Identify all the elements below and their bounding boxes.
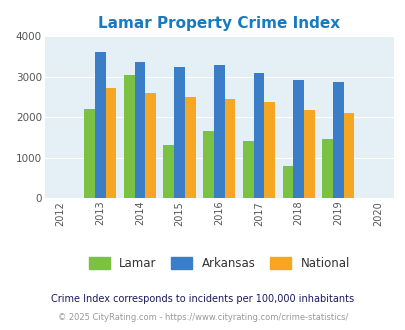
Legend: Lamar, Arkansas, National: Lamar, Arkansas, National (84, 252, 354, 275)
Bar (124, 75, 134, 198)
Bar (105, 88, 116, 198)
Bar (264, 102, 274, 198)
Bar (282, 166, 292, 198)
Bar (242, 141, 253, 198)
Bar (145, 93, 156, 198)
Title: Lamar Property Crime Index: Lamar Property Crime Index (98, 16, 339, 31)
Bar (213, 65, 224, 198)
Text: © 2025 CityRating.com - https://www.cityrating.com/crime-statistics/: © 2025 CityRating.com - https://www.city… (58, 313, 347, 322)
Bar (332, 82, 343, 198)
Bar (134, 62, 145, 198)
Bar (95, 52, 105, 198)
Text: Crime Index corresponds to incidents per 100,000 inhabitants: Crime Index corresponds to incidents per… (51, 294, 354, 304)
Bar (224, 99, 235, 198)
Bar (303, 110, 314, 198)
Bar (202, 131, 213, 198)
Bar (253, 73, 264, 198)
Bar (343, 113, 354, 198)
Bar (322, 139, 332, 198)
Bar (163, 145, 174, 198)
Bar (184, 97, 195, 198)
Bar (174, 67, 184, 198)
Bar (292, 80, 303, 198)
Bar (84, 109, 95, 198)
